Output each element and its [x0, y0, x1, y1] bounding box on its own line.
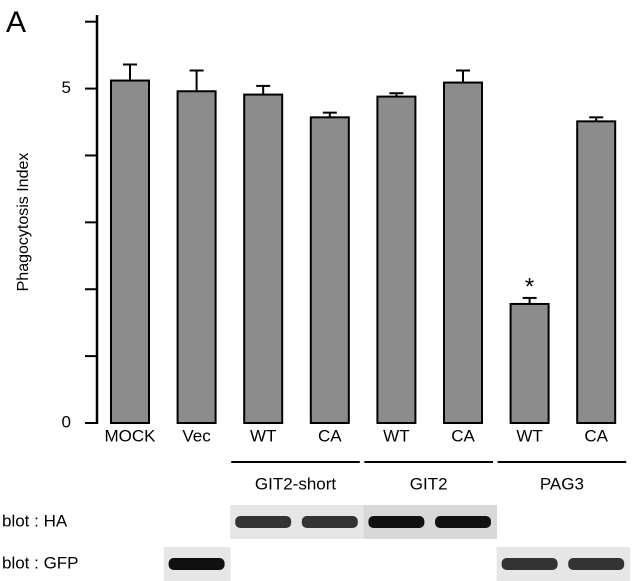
x-tick-label: WT [383, 426, 409, 445]
blot-band [568, 558, 625, 570]
blot-band [301, 516, 358, 528]
panel-label: A [6, 6, 26, 39]
blot-band [368, 516, 425, 528]
x-tick-label: WT [516, 426, 542, 445]
x-tick-label: Vec [182, 426, 211, 445]
bar [176, 90, 217, 425]
y-tick-label: 5 [62, 78, 71, 97]
bar [443, 81, 483, 424]
y-axis-label: Phagocytosis Index [15, 153, 32, 292]
bar [576, 120, 617, 425]
group-label: GIT2-short [255, 474, 337, 493]
x-tick-label: CA [451, 426, 475, 445]
x-tick-label: MOCK [105, 426, 157, 445]
blot-band [168, 558, 225, 570]
blot-band [435, 516, 491, 528]
x-tick-label: CA [584, 426, 608, 445]
y-tick-label: 0 [62, 412, 71, 431]
blot-label: blot : GFP [2, 553, 79, 572]
x-tick-label: WT [250, 426, 276, 445]
group-label: GIT2 [410, 474, 448, 493]
annotation: * [525, 273, 534, 300]
group-label: PAG3 [540, 474, 584, 493]
blot-label: blot : HA [2, 511, 68, 530]
bar [509, 302, 550, 425]
bar [110, 79, 150, 424]
blot-band [235, 516, 292, 528]
blot-band [501, 558, 558, 570]
bar [376, 95, 417, 424]
x-tick-label: CA [318, 426, 342, 445]
bar [309, 116, 350, 425]
bar [243, 93, 284, 424]
